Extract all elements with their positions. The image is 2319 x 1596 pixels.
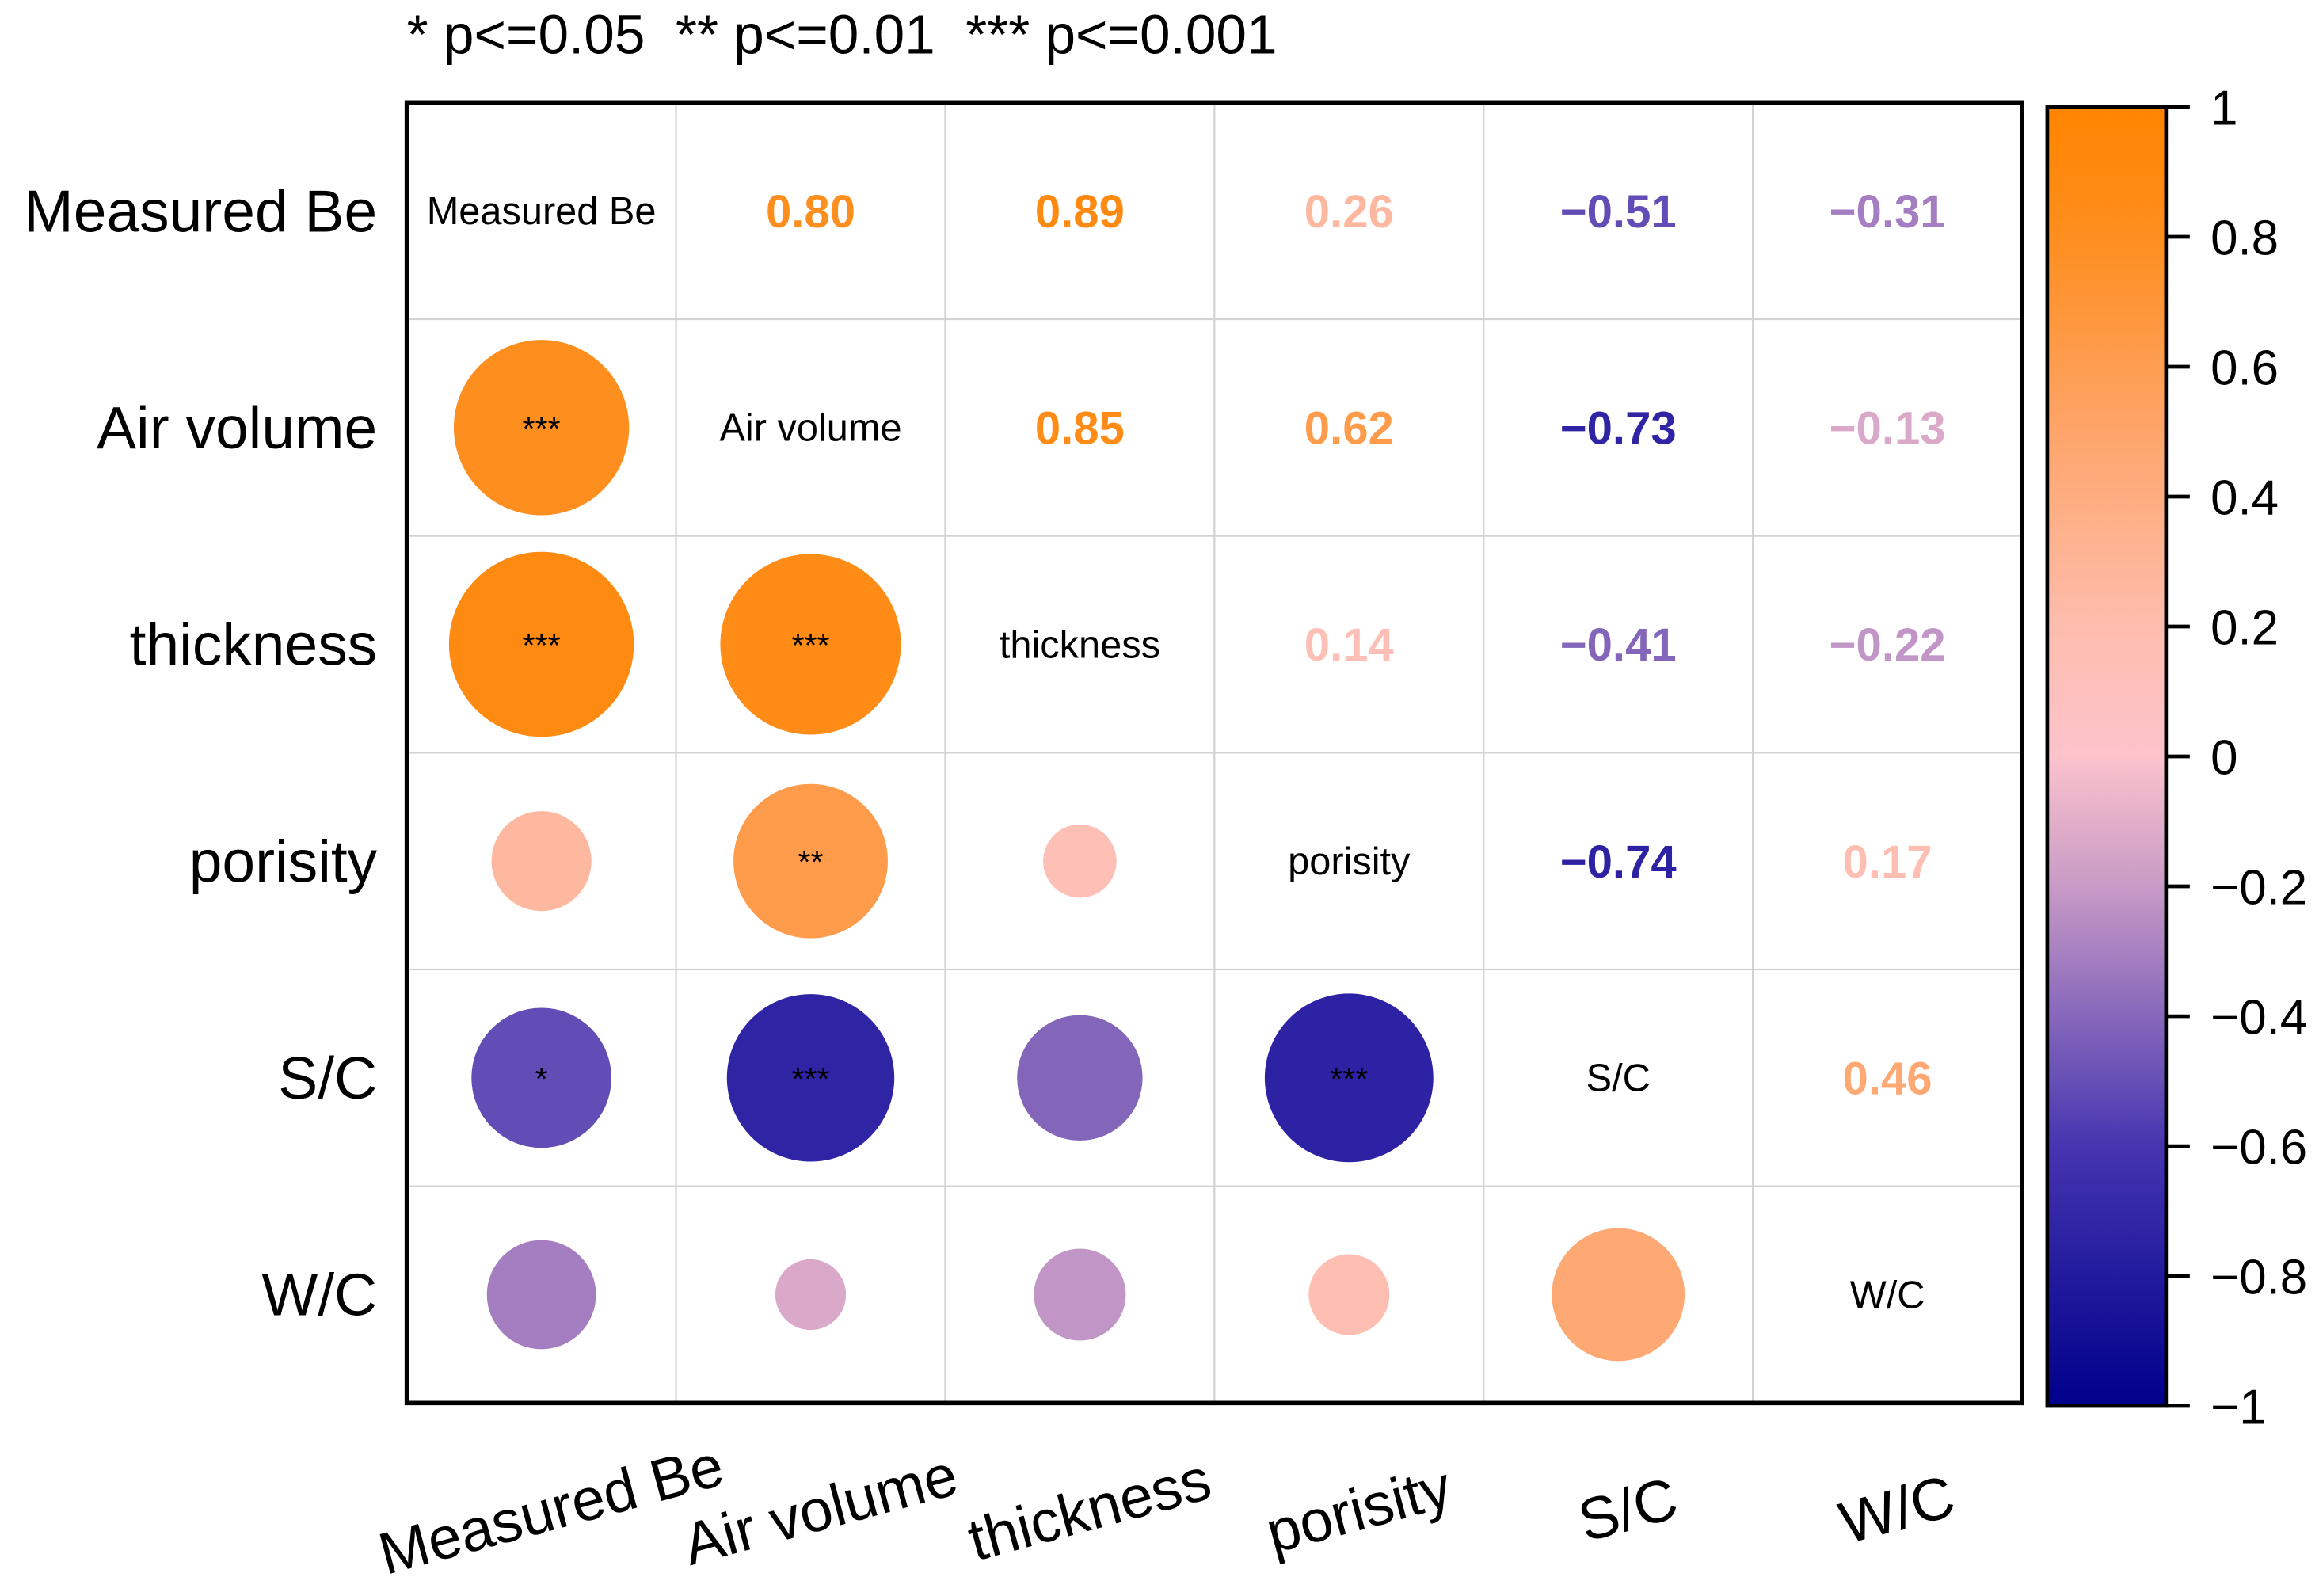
diagonal-label: W/C [1850, 1274, 1925, 1316]
significance-stars: *** [523, 410, 561, 447]
correlation-circle [720, 554, 901, 735]
diagonal-label: Air volume [719, 407, 901, 450]
row-label: Air volume [97, 394, 377, 461]
matrix-cells: Measured Be 0.80 0.89 0.26 −0.51 −0.31*** Air … [427, 186, 1946, 1362]
significance-stars: *** [1330, 1061, 1368, 1097]
correlation-value: 0.89 [1035, 186, 1125, 238]
colorbar-tick-label: −0.6 [2210, 1121, 2307, 1175]
grid-lines [406, 102, 2023, 1404]
correlation-circle [775, 1259, 847, 1331]
row-label: Measured Be [24, 177, 377, 244]
diagonal-label: Measured Be [427, 190, 657, 233]
correlation-circle [1034, 1248, 1126, 1341]
significance-stars: ** [798, 844, 823, 880]
correlation-value: −0.31 [1830, 186, 1946, 238]
correlation-value: −0.73 [1560, 402, 1677, 454]
colorbar-tick-label: 0 [2210, 731, 2237, 786]
correlation-value: 0.26 [1304, 186, 1394, 238]
row-label: thickness [130, 611, 378, 678]
correlation-value: −0.13 [1830, 402, 1946, 454]
row-labels: Measured Be Air volume thickness porisity S/… [24, 177, 377, 1327]
colorbar: 1 0.8 0.6 0.4 0.2 0 −0.2 −0.4 −0.6 −0.8 −1 [2045, 81, 2307, 1435]
diagonal-label: S/C [1586, 1057, 1651, 1100]
correlation-value: −0.74 [1560, 836, 1677, 888]
correlation-value: −0.51 [1560, 186, 1677, 238]
chart-title: * p<=0.05 ** p<=0.01 *** p<=0.001 [407, 3, 1278, 65]
correlation-value: −0.41 [1560, 619, 1677, 671]
significance-stars: *** [791, 627, 829, 663]
colorbar-tick-label: 0.2 [2210, 600, 2279, 655]
correlation-value: −0.22 [1830, 619, 1946, 671]
correlation-circle [726, 994, 895, 1162]
colorbar-tick-label: −0.2 [2210, 861, 2307, 916]
significance-stars: * [535, 1061, 548, 1097]
correlation-circle [471, 1007, 611, 1148]
correlation-value: 0.62 [1304, 402, 1394, 454]
significance-stars: *** [523, 627, 561, 663]
column-label: thickness [961, 1446, 1218, 1574]
correlation-circle [1308, 1254, 1390, 1335]
significance-stars: *** [791, 1061, 829, 1097]
correlation-circle [1552, 1228, 1685, 1362]
colorbar-gradient [2045, 105, 2169, 1408]
column-label: porisity [1259, 1453, 1459, 1566]
correlation-circle [486, 1240, 596, 1350]
colorbar-tick-label: −1 [2210, 1381, 2267, 1435]
colorbar-tick-label: 0.8 [2210, 211, 2279, 265]
colorbar-tick-label: −0.8 [2210, 1251, 2307, 1305]
correlation-circle [733, 783, 888, 939]
correlation-value: 0.80 [766, 186, 855, 238]
diagonal-label: porisity [1288, 840, 1411, 883]
row-label: porisity [189, 828, 378, 894]
correlation-value: 0.17 [1843, 836, 1932, 888]
correlation-circle [491, 811, 592, 912]
colorbar-tick-label: 0.4 [2210, 470, 2279, 525]
column-label: W/C [1833, 1462, 1962, 1556]
correlation-circle [448, 551, 634, 737]
correlation-value: 0.85 [1035, 402, 1125, 454]
column-label: Measured Be [371, 1431, 729, 1587]
row-label: S/C [278, 1045, 377, 1111]
correlation-circle [1017, 1015, 1143, 1141]
correlation-circle [1264, 993, 1434, 1163]
correlation-circle [453, 340, 630, 516]
correlation-value: 0.46 [1843, 1053, 1932, 1104]
colorbar-tick-label: −0.4 [2210, 991, 2307, 1046]
colorbar-tick-label: 1 [2210, 81, 2237, 135]
row-label: W/C [261, 1262, 377, 1328]
diagonal-label: thickness [1000, 623, 1160, 666]
correlation-value: 0.14 [1304, 619, 1394, 671]
colorbar-tick-label: 0.6 [2210, 341, 2279, 395]
matrix-border [404, 100, 2024, 1406]
correlation-circle [1043, 824, 1117, 898]
column-label: S/C [1571, 1465, 1684, 1554]
